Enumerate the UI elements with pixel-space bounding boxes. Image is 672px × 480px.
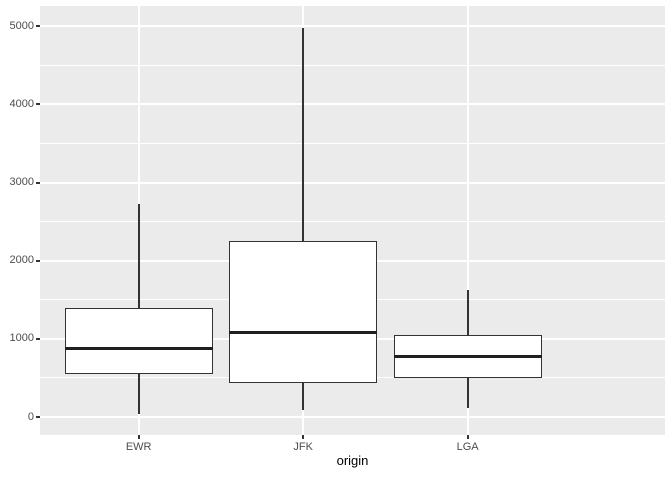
- boxplot-lga-lower-whisker: [466, 377, 469, 409]
- gridline-major-y: [40, 181, 665, 184]
- y-tick-label: 4000: [9, 97, 34, 110]
- x-tick-mark: [137, 435, 140, 439]
- x-tick-mark: [302, 435, 305, 439]
- y-tick-mark: [36, 25, 40, 28]
- x-tick-mark: [466, 435, 469, 439]
- boxplot-ewr-lower-whisker: [137, 374, 140, 414]
- boxplot-jfk-median: [229, 330, 378, 334]
- y-tick-label: 3000: [9, 176, 34, 189]
- plot-panel: [40, 6, 665, 435]
- gridline-major-y: [40, 103, 665, 106]
- boxplot-lga-median: [393, 355, 542, 359]
- boxplot-jfk-upper-whisker: [302, 27, 305, 242]
- boxplot-ewr-median: [64, 346, 213, 350]
- y-tick-mark: [36, 259, 40, 262]
- y-tick-label: 2000: [9, 254, 34, 267]
- boxplot-ewr-box: [64, 307, 213, 375]
- y-tick-label: 5000: [9, 19, 34, 32]
- y-tick-label: 1000: [9, 332, 34, 345]
- boxplot-ewr-upper-whisker: [137, 204, 140, 308]
- x-tick-label-jfk: JFK: [293, 441, 313, 453]
- y-tick-mark: [36, 103, 40, 106]
- gridline-major-y: [40, 25, 665, 28]
- boxplot-lga-upper-whisker: [466, 290, 469, 336]
- x-axis-title: origin: [336, 453, 369, 468]
- y-tick-mark: [36, 181, 40, 184]
- gridline-minor-y: [40, 143, 665, 145]
- x-tick-label-ewr: EWR: [125, 441, 152, 453]
- boxplot-jfk-lower-whisker: [302, 383, 305, 410]
- gridline-x-lga: [466, 6, 469, 435]
- boxplot-jfk-box: [229, 241, 378, 384]
- y-tick-label: 0: [27, 410, 34, 423]
- y-tick-mark: [36, 416, 40, 419]
- gridline-minor-y: [40, 221, 665, 223]
- y-tick-mark: [36, 337, 40, 340]
- x-tick-label-lga: LGA: [456, 441, 479, 453]
- gridline-minor-y: [40, 64, 665, 66]
- gridline-major-y: [40, 416, 665, 419]
